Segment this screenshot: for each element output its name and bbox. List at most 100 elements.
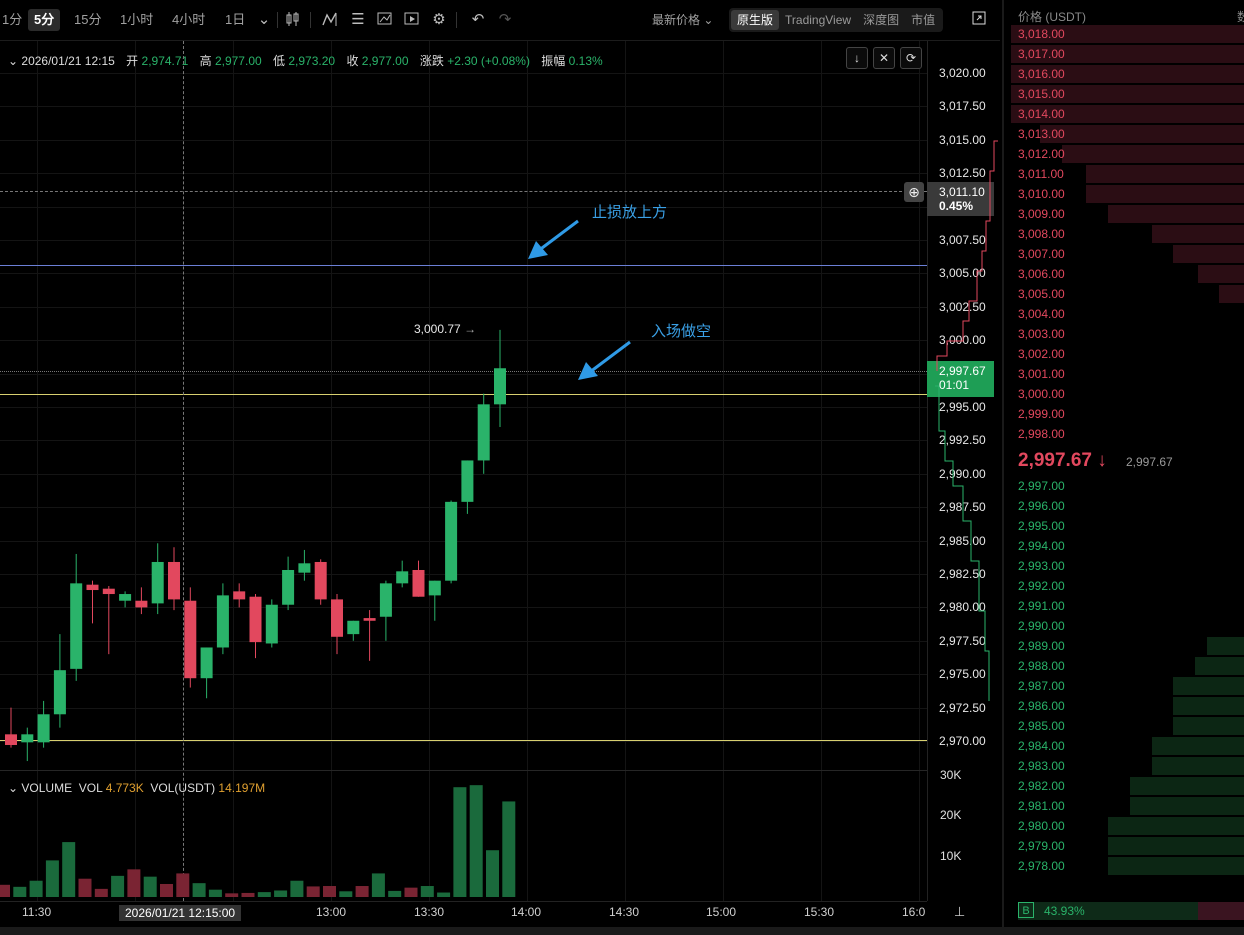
candle-body[interactable]: [265, 604, 278, 644]
bid-row[interactable]: 2,987.00: [1004, 676, 1244, 696]
candle-body[interactable]: [445, 501, 458, 581]
ask-row[interactable]: 3,008.00: [1004, 224, 1244, 244]
timeframe-1d[interactable]: 1日: [225, 12, 246, 27]
bid-row[interactable]: 2,981.00: [1004, 796, 1244, 816]
stop-loss-line[interactable]: [0, 265, 927, 266]
orderbook-mid-price[interactable]: 2,997.67 ↓: [1018, 450, 1107, 472]
reset-chart-button[interactable]: ⟳: [900, 47, 922, 69]
candle-body[interactable]: [37, 714, 50, 743]
bid-row[interactable]: 2,994.00: [1004, 536, 1244, 556]
bid-row[interactable]: 2,992.00: [1004, 576, 1244, 596]
candlestick-icon[interactable]: [283, 10, 303, 30]
gear-icon[interactable]: ⚙: [432, 11, 446, 28]
bid-row[interactable]: 2,978.00: [1004, 856, 1244, 876]
view-depth[interactable]: 深度图: [863, 13, 900, 27]
candle-body[interactable]: [428, 580, 441, 596]
ask-row[interactable]: 3,011.00: [1004, 164, 1244, 184]
ask-row[interactable]: 2,998.00: [1004, 424, 1244, 444]
ask-row[interactable]: 3,009.00: [1004, 204, 1244, 224]
ask-row[interactable]: 3,013.00: [1004, 124, 1244, 144]
candle-body[interactable]: [216, 595, 229, 648]
ask-row[interactable]: 3,005.00: [1004, 284, 1244, 304]
bid-row[interactable]: 2,990.00: [1004, 616, 1244, 636]
bid-row[interactable]: 2,997.00: [1004, 476, 1244, 496]
candle-body[interactable]: [314, 561, 327, 600]
candle-body[interactable]: [53, 670, 66, 715]
ask-row[interactable]: 3,007.00: [1004, 244, 1244, 264]
timeframe-1h[interactable]: 1小时: [120, 12, 154, 27]
time-axis[interactable]: [0, 901, 927, 926]
timeframe-5m[interactable]: 5分: [28, 9, 61, 31]
ask-row[interactable]: 3,014.00: [1004, 104, 1244, 124]
ask-row[interactable]: 3,018.00: [1004, 24, 1244, 44]
ask-row[interactable]: 3,015.00: [1004, 84, 1244, 104]
drawing-icon[interactable]: [375, 10, 395, 30]
view-tradingview[interactable]: TradingView: [785, 13, 852, 27]
candle-body[interactable]: [282, 569, 295, 605]
timeframe-4h[interactable]: 4小时: [172, 12, 206, 27]
candle-body[interactable]: [412, 569, 425, 597]
scroll-down-button[interactable]: ↓: [846, 47, 868, 69]
ask-row[interactable]: 3,004.00: [1004, 304, 1244, 324]
candle-body[interactable]: [5, 734, 17, 746]
candle-body[interactable]: [347, 620, 360, 635]
candle-body[interactable]: [168, 561, 180, 600]
ask-row[interactable]: 2,999.00: [1004, 404, 1244, 424]
view-marketcap[interactable]: 市值: [911, 13, 936, 27]
candle-body[interactable]: [494, 368, 506, 405]
price-axis[interactable]: [927, 41, 1001, 901]
add-alert-icon[interactable]: ⊕: [904, 182, 924, 202]
bid-row[interactable]: 2,979.00: [1004, 836, 1244, 856]
candle-body[interactable]: [86, 584, 99, 591]
bid-row[interactable]: 2,993.00: [1004, 556, 1244, 576]
ask-row[interactable]: 3,002.00: [1004, 344, 1244, 364]
axis-settings-icon[interactable]: ⊥: [954, 904, 966, 919]
candle-body[interactable]: [151, 561, 164, 604]
undo-icon[interactable]: ↶: [471, 11, 485, 28]
bid-row[interactable]: 2,982.00: [1004, 776, 1244, 796]
bid-row[interactable]: 2,996.00: [1004, 496, 1244, 516]
ohlc-collapse-icon[interactable]: ⌄: [8, 54, 19, 68]
candle-body[interactable]: [21, 734, 34, 743]
price-type-select[interactable]: 最新价格 ⌄: [652, 13, 714, 27]
ask-row[interactable]: 3,010.00: [1004, 184, 1244, 204]
bid-row[interactable]: 2,984.00: [1004, 736, 1244, 756]
candle-body[interactable]: [70, 583, 83, 669]
candle-body[interactable]: [135, 600, 148, 608]
candle-body[interactable]: [233, 591, 246, 600]
redo-icon[interactable]: ↷: [498, 11, 512, 28]
bid-row[interactable]: 2,995.00: [1004, 516, 1244, 536]
timeframe-1m[interactable]: 1分: [2, 12, 23, 27]
candle-body[interactable]: [331, 599, 343, 637]
bid-row[interactable]: 2,983.00: [1004, 756, 1244, 776]
fullscreen-icon[interactable]: [969, 10, 989, 30]
view-native[interactable]: 原生版: [731, 10, 780, 30]
candle-body[interactable]: [461, 460, 474, 502]
bid-row[interactable]: 2,986.00: [1004, 696, 1244, 716]
ask-row[interactable]: 3,006.00: [1004, 264, 1244, 284]
replay-icon[interactable]: [402, 10, 422, 30]
bid-row[interactable]: 2,991.00: [1004, 596, 1244, 616]
bottom-scrollbar[interactable]: [0, 927, 1244, 935]
ask-row[interactable]: 3,000.00: [1004, 384, 1244, 404]
chevron-down-icon[interactable]: ⌄: [257, 11, 271, 28]
list-icon[interactable]: ☰: [351, 11, 365, 28]
candle-body[interactable]: [102, 588, 115, 595]
candle-body[interactable]: [298, 563, 311, 573]
ask-row[interactable]: 3,001.00: [1004, 364, 1244, 384]
candle-body[interactable]: [119, 594, 132, 601]
candle-body[interactable]: [396, 571, 409, 584]
candle-body[interactable]: [200, 647, 213, 679]
candle-body[interactable]: [379, 583, 392, 617]
ask-row[interactable]: 3,012.00: [1004, 144, 1244, 164]
indicator-icon[interactable]: [320, 10, 340, 30]
support-line[interactable]: [0, 740, 927, 741]
ask-row[interactable]: 3,003.00: [1004, 324, 1244, 344]
bid-row[interactable]: 2,988.00: [1004, 656, 1244, 676]
close-chart-button[interactable]: ✕: [873, 47, 895, 69]
entry-line[interactable]: [0, 394, 927, 395]
timeframe-15m[interactable]: 15分: [74, 12, 102, 27]
volume-collapse-icon[interactable]: ⌄: [8, 781, 19, 795]
candle-body[interactable]: [184, 600, 197, 679]
candle-body[interactable]: [363, 618, 376, 621]
